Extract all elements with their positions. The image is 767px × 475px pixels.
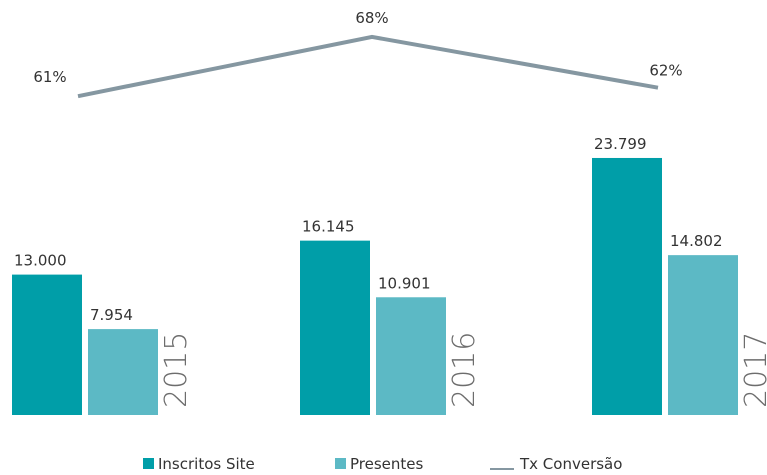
legend-swatch: [335, 458, 346, 469]
bar: [12, 274, 82, 415]
data-label: 10.901: [378, 274, 431, 292]
bar: [376, 297, 446, 415]
category-label: 2017: [739, 332, 767, 408]
data-label: 61%: [33, 68, 66, 86]
data-label: 16.145: [302, 218, 355, 236]
bar: [88, 329, 158, 415]
bar: [592, 157, 662, 415]
category-label: 2015: [159, 332, 194, 408]
data-label: 23.799: [594, 135, 647, 153]
bar: [668, 255, 738, 415]
bar: [300, 240, 370, 415]
data-label: 68%: [355, 9, 388, 27]
category-label: 2016: [447, 332, 482, 408]
legend-label: Tx Conversão: [519, 455, 622, 473]
line: [77, 34, 659, 99]
data-label: 13.000: [14, 252, 67, 270]
legend-swatch: [143, 458, 154, 469]
legend-label: Inscritos Site: [158, 455, 255, 473]
data-label: 7.954: [90, 306, 133, 324]
data-label: 14.802: [670, 232, 723, 250]
data-label: 62%: [649, 62, 682, 80]
legend-label: Presentes: [350, 455, 424, 473]
